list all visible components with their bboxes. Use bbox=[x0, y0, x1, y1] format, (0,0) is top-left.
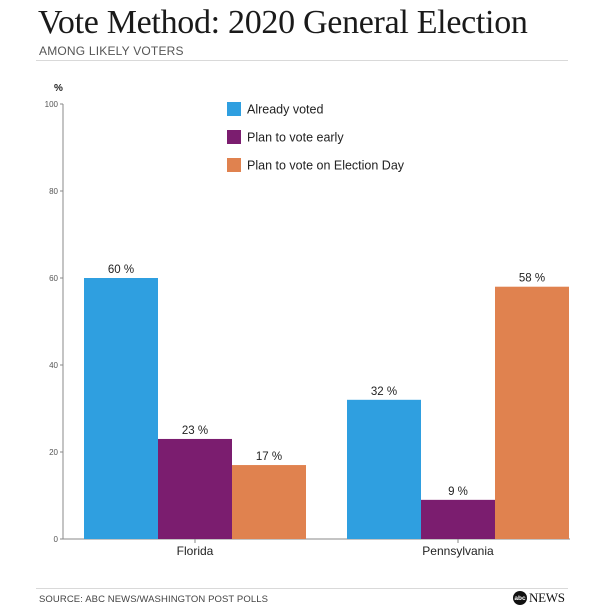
y-tick-label: 100 bbox=[45, 100, 59, 109]
bar bbox=[421, 499, 495, 539]
bar-data-label: 32 % bbox=[371, 386, 397, 398]
chart-title: Vote Method: 2020 General Election bbox=[38, 4, 528, 41]
logo-wordmark: NEWS bbox=[529, 590, 565, 605]
legend-swatch bbox=[227, 102, 241, 116]
bar bbox=[347, 399, 421, 539]
y-tick-label: 80 bbox=[49, 187, 58, 196]
abc-logo-badge: abc bbox=[513, 591, 527, 605]
bar-data-label: 17 % bbox=[256, 451, 282, 463]
legend-label: Plan to vote early bbox=[247, 131, 344, 145]
legend-label: Already voted bbox=[247, 103, 323, 117]
y-axis-unit-label: % bbox=[54, 83, 63, 94]
top-divider bbox=[36, 60, 568, 61]
legend-swatch bbox=[227, 158, 241, 172]
bottom-divider bbox=[36, 588, 568, 589]
y-tick-label: 0 bbox=[54, 535, 59, 544]
bar bbox=[158, 438, 232, 539]
legend-label: Plan to vote on Election Day bbox=[247, 159, 405, 173]
y-tick-label: 20 bbox=[49, 448, 58, 457]
bar-data-label: 23 % bbox=[182, 425, 208, 437]
legend-swatch bbox=[227, 130, 241, 144]
x-category-label: Florida bbox=[177, 544, 214, 558]
source-note: SOURCE: ABC NEWS/WASHINGTON POST POLLS bbox=[39, 594, 269, 605]
bar-data-label: 9 % bbox=[448, 486, 468, 498]
bar bbox=[495, 286, 569, 539]
y-tick-label: 40 bbox=[49, 361, 58, 370]
bar bbox=[232, 465, 306, 539]
bar-data-label: 60 % bbox=[108, 264, 134, 276]
chart-subtitle: AMONG LIKELY VOTERS bbox=[39, 44, 184, 58]
x-category-label: Pennsylvania bbox=[422, 544, 494, 558]
bar-data-label: 58 % bbox=[519, 273, 545, 285]
abc-news-logo: abc NEWS bbox=[513, 590, 565, 606]
y-tick-label: 60 bbox=[49, 274, 58, 283]
bar bbox=[84, 278, 158, 539]
